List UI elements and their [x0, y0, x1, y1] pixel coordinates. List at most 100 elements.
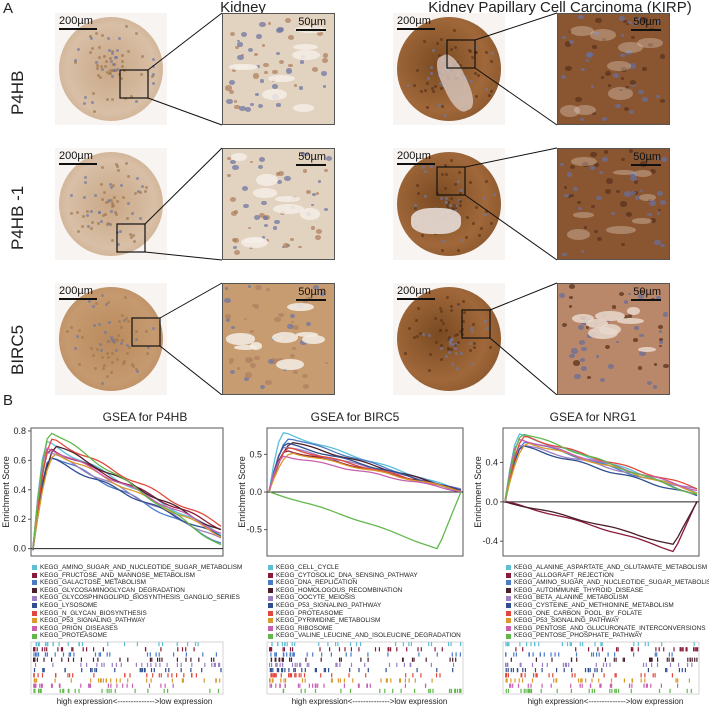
hit-marker [58, 683, 60, 688]
cell-nucleus [648, 200, 656, 206]
tissue-speckle [76, 334, 80, 338]
hit-marker [404, 683, 406, 688]
es-curve-10 [504, 433, 698, 502]
tissue-speckle [83, 102, 87, 106]
cell-nucleus [277, 312, 284, 318]
hit-marker [538, 642, 540, 647]
hit-marker [454, 688, 456, 693]
hit-marker [304, 688, 306, 693]
hit-marker [671, 673, 673, 678]
hit-marker [568, 662, 570, 667]
lumen [268, 75, 296, 83]
hit-marker [431, 678, 433, 683]
cell-nucleus [581, 347, 587, 352]
cell-nucleus [290, 320, 295, 324]
legend-item: KEGG_ALLOGRAFT_REJECTION [506, 572, 706, 580]
hit-marker [678, 668, 680, 673]
legend-swatch [268, 626, 273, 632]
tissue-speckle [473, 341, 477, 345]
hit-marker [215, 652, 217, 657]
cell-nucleus [233, 249, 241, 255]
hit-marker [35, 683, 37, 688]
legend-swatch [506, 580, 511, 586]
tissue-speckle [445, 201, 449, 205]
hit-marker [304, 668, 306, 673]
cell-nucleus [611, 211, 616, 216]
cell-nucleus [656, 296, 661, 300]
cell-nucleus [275, 51, 280, 55]
tissue-speckle [109, 222, 113, 226]
hit-marker [190, 657, 192, 662]
tissue-speckle [110, 371, 114, 375]
tissue-speckle [116, 339, 119, 343]
hit-marker [39, 688, 41, 693]
hit-marker [167, 688, 169, 693]
hit-marker [51, 657, 53, 662]
zoom-connector-line [474, 12, 558, 41]
hit-marker [527, 688, 529, 693]
hit-marker [282, 652, 284, 657]
hit-marker [67, 673, 69, 678]
tissue-speckle [489, 60, 493, 64]
hit-marker [349, 688, 352, 693]
tissue-speckle [457, 303, 460, 307]
tissue-speckle [135, 329, 139, 333]
scale-bar [397, 163, 435, 165]
hit-marker [68, 652, 70, 657]
hit-marker [554, 652, 556, 657]
gsea-title-nrg1: GSEA for NRG1 [549, 410, 637, 424]
tissue-speckle [108, 56, 112, 60]
tissue-speckle [447, 347, 451, 351]
zoom-region-box [131, 317, 161, 347]
hit-marker [507, 642, 509, 647]
cell-nucleus [305, 321, 311, 326]
legend-label: KEGG_PRION_DISEASES [40, 624, 118, 632]
hit-marker [54, 678, 56, 683]
tissue-speckle [107, 199, 111, 203]
tissue-speckle [99, 183, 103, 187]
legend-swatch [268, 572, 273, 578]
hit-marker [631, 683, 633, 688]
hit-marker [283, 688, 285, 693]
cell-nucleus [659, 337, 664, 341]
hit-marker [78, 642, 80, 647]
hit-marker [510, 668, 512, 673]
hit-marker [183, 673, 185, 678]
hit-marker [505, 642, 507, 647]
hit-marker [116, 683, 118, 688]
hit-marker [581, 683, 583, 688]
scale-bar [397, 28, 435, 30]
lumen [632, 218, 652, 224]
hit-marker [386, 678, 388, 683]
hit-marker [272, 668, 274, 673]
hit-marker [649, 657, 651, 662]
hit-marker [695, 647, 697, 652]
hit-marker [392, 688, 394, 693]
hit-marker [658, 688, 661, 693]
cell-nucleus [559, 163, 564, 167]
hit-marker [93, 647, 95, 652]
legend-label: KEGG_BETA_ALANINE_METABOLISM [514, 594, 629, 602]
tissue-speckle [423, 194, 427, 198]
hit-marker [666, 657, 668, 662]
hit-marker [298, 673, 300, 678]
tissue-speckle [97, 322, 101, 326]
hit-marker [300, 673, 302, 678]
tissue-speckle [111, 63, 115, 67]
tissue-speckle [439, 309, 443, 313]
es-curve-5 [32, 452, 222, 551]
hit-marker [308, 662, 310, 667]
legend-label: KEGG_PROTEASOME [40, 632, 108, 640]
tissue-speckle [404, 352, 408, 356]
hit-marker [160, 647, 162, 652]
cell-nucleus [237, 42, 243, 47]
tissue-speckle [443, 186, 447, 190]
hit-marker [284, 668, 286, 673]
tissue-speckle [96, 74, 100, 77]
hit-marker [553, 678, 555, 683]
tissue-speckle [103, 212, 107, 216]
cell-nucleus [648, 43, 653, 47]
lumen [560, 104, 581, 117]
hit-marker [155, 662, 157, 667]
tissue-speckle [415, 184, 419, 188]
